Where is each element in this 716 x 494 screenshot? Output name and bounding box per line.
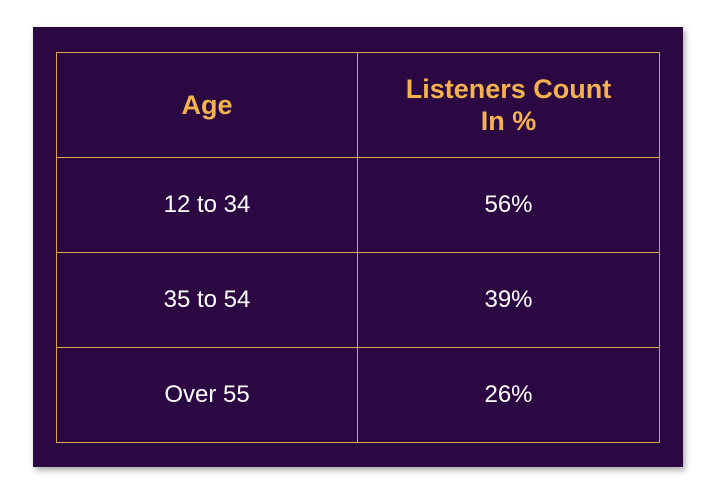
header-age: Age xyxy=(56,52,358,158)
cell-percent: 56% xyxy=(357,157,660,253)
listeners-table: Age Listeners Count In % 12 to 34 56% 35… xyxy=(56,52,660,443)
table-row: Over 55 26% xyxy=(56,347,660,443)
table-row: 12 to 34 56% xyxy=(56,157,660,253)
cell-percent: 26% xyxy=(357,347,660,443)
cell-age: Over 55 xyxy=(56,347,358,443)
table-card: Age Listeners Count In % 12 to 34 56% 35… xyxy=(33,27,683,467)
table-row: 35 to 54 39% xyxy=(56,252,660,348)
cell-age: 12 to 34 xyxy=(56,157,358,253)
header-listeners-count: Listeners Count In % xyxy=(357,52,660,158)
cell-age: 35 to 54 xyxy=(56,252,358,348)
cell-percent: 39% xyxy=(357,252,660,348)
header-listeners-line1: Listeners Count xyxy=(405,74,612,104)
header-row: Age Listeners Count In % xyxy=(56,52,660,158)
header-listeners-line2: In % xyxy=(480,106,537,136)
